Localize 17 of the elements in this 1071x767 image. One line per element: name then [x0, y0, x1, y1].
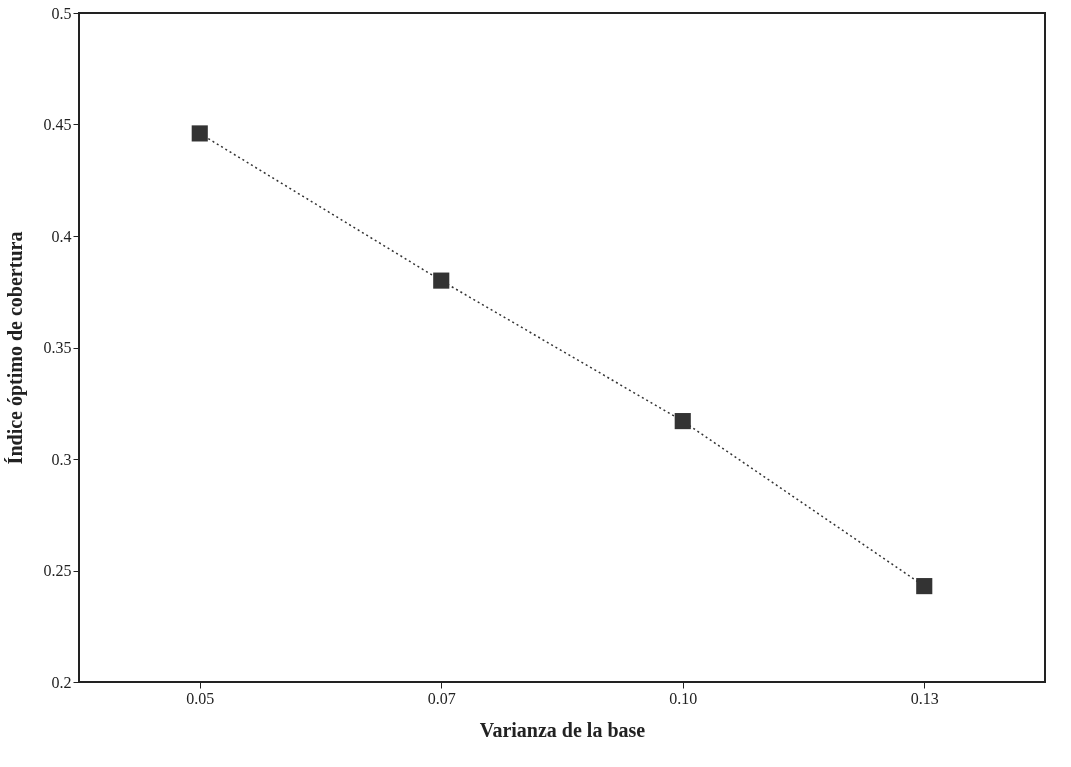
- x-tick-label: 0.13: [910, 689, 939, 707]
- y-axis-title: Índice óptimo de cobertura: [3, 231, 27, 465]
- point: [191, 125, 208, 142]
- y-tick-label: 0.25: [43, 562, 72, 579]
- point: [916, 578, 933, 595]
- y-tick-label: 0.5: [51, 4, 72, 22]
- y-tick-label: 0.45: [43, 116, 72, 133]
- x-tick-label: 0.10: [669, 689, 698, 707]
- y-tick-label: 0.2: [51, 673, 72, 691]
- y-tick-label: 0.3: [51, 450, 72, 468]
- y-tick-label: 0.4: [51, 227, 72, 245]
- y-tick-label: 0.35: [43, 339, 72, 356]
- x-axis-title: Varianza de la base: [479, 718, 646, 741]
- point: [674, 413, 691, 430]
- x-tick-label: 0.05: [186, 689, 215, 707]
- x-tick-label: 0.07: [427, 689, 456, 707]
- point: [433, 272, 450, 289]
